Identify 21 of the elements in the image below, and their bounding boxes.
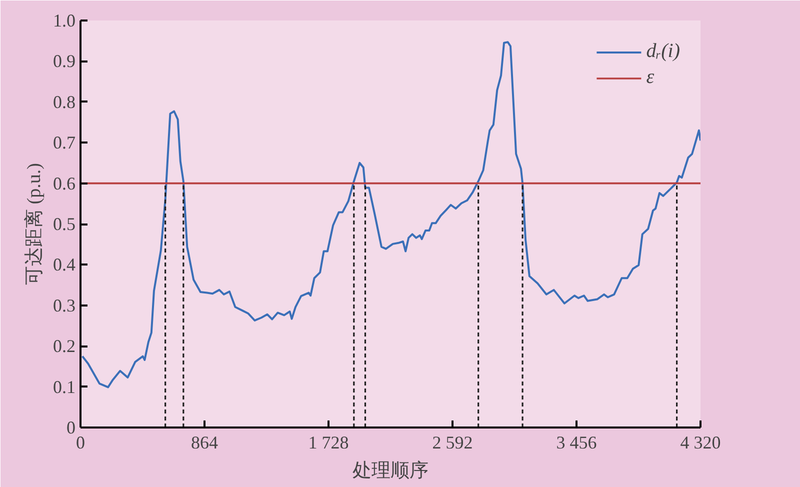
line-series: [81, 41, 700, 388]
y-tick-label: 0: [66, 418, 76, 438]
x-tick-label: 3 456: [556, 432, 597, 452]
y-tick-label: 0.7: [53, 132, 76, 153]
x-tick-label: 864: [191, 432, 218, 452]
legend-label: ε: [646, 66, 656, 89]
legend-label: dᵣ(i): [646, 40, 680, 63]
y-axis-title: 可达距离 (p.u.): [23, 163, 45, 285]
y-tick-label: 0.3: [53, 295, 76, 316]
y-tick-label: 0.9: [53, 51, 76, 72]
y-tick-label: 0.8: [53, 92, 76, 112]
y-tick-label: 0.2: [53, 336, 76, 356]
y-tick-label: 0.4: [53, 254, 76, 275]
x-tick-label: 1 728: [308, 432, 349, 452]
y-tick-label: 0.5: [53, 214, 76, 234]
x-tick-label: 2 592: [432, 432, 473, 452]
x-tick-label: 4 320: [680, 432, 721, 452]
x-axis-title: 处理顺序: [352, 460, 428, 482]
y-tick-label: 0.1: [53, 376, 76, 397]
y-tick-label: 0.6: [53, 173, 76, 194]
y-tick-label: 1.0: [53, 10, 76, 30]
